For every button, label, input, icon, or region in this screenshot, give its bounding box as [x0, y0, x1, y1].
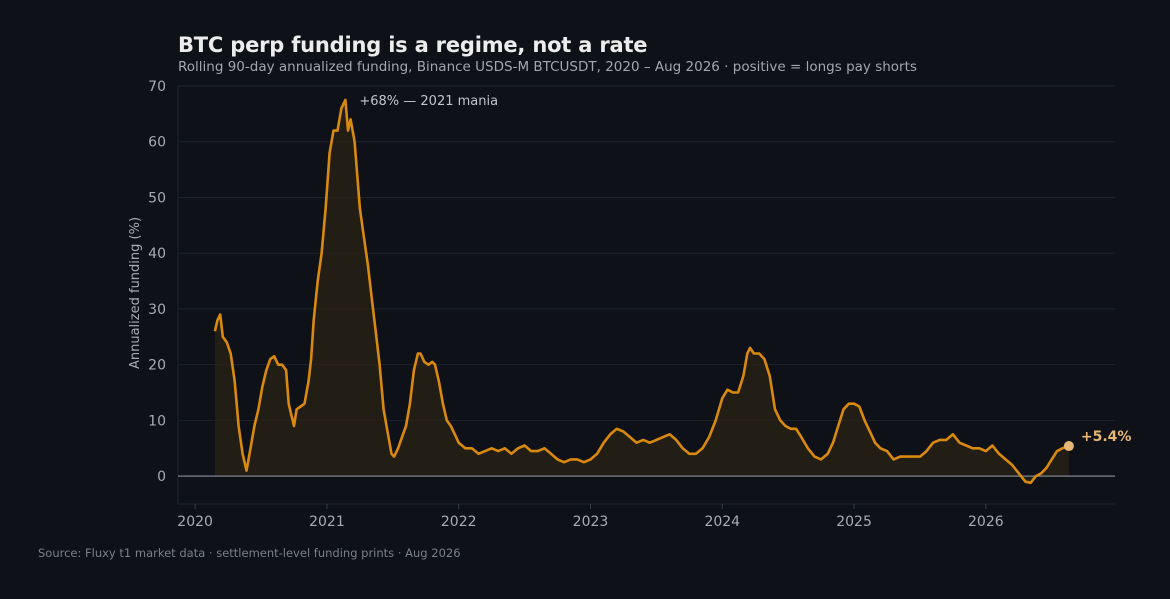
- x-tick-label: 2023: [573, 514, 609, 530]
- y-tick-label: 20: [148, 358, 166, 374]
- x-tick-label: 2022: [441, 514, 477, 530]
- chart-subtitle: Rolling 90-day annualized funding, Binan…: [178, 59, 917, 75]
- x-tick-label: 2020: [177, 514, 213, 530]
- last-point-label: +5.4%: [1081, 429, 1132, 445]
- y-tick-label: 10: [148, 413, 166, 429]
- x-tick-label: 2025: [836, 514, 872, 530]
- chart-title: BTC perp funding is a regime, not a rate: [178, 33, 648, 57]
- x-tick-labels: 2020 2021 2022 2023 2024 2025 2026: [177, 514, 1003, 530]
- x-tick-label: 2021: [309, 514, 345, 530]
- y-tick-labels: 0 10 20 30 40 50 60 70: [148, 79, 166, 485]
- peak-annotation: +68% — 2021 mania: [359, 94, 498, 109]
- y-axis-label: Annualized funding (%): [128, 217, 143, 369]
- y-tick-label: 70: [148, 79, 166, 95]
- funding-line: [213, 98, 1070, 485]
- y-tick-label: 50: [148, 190, 166, 206]
- y-tick-label: 30: [148, 302, 166, 318]
- y-tick-label: 40: [148, 246, 166, 262]
- x-tick-label: 2024: [704, 514, 740, 530]
- source-note: Source: Fluxy t1 market data · settlemen…: [38, 546, 461, 560]
- last-point-marker: [1063, 441, 1074, 452]
- y-tick-label: 60: [148, 135, 166, 151]
- x-tick-label: 2026: [968, 514, 1004, 530]
- y-tick-label: 0: [157, 469, 166, 485]
- funding-area: [214, 99, 1069, 483]
